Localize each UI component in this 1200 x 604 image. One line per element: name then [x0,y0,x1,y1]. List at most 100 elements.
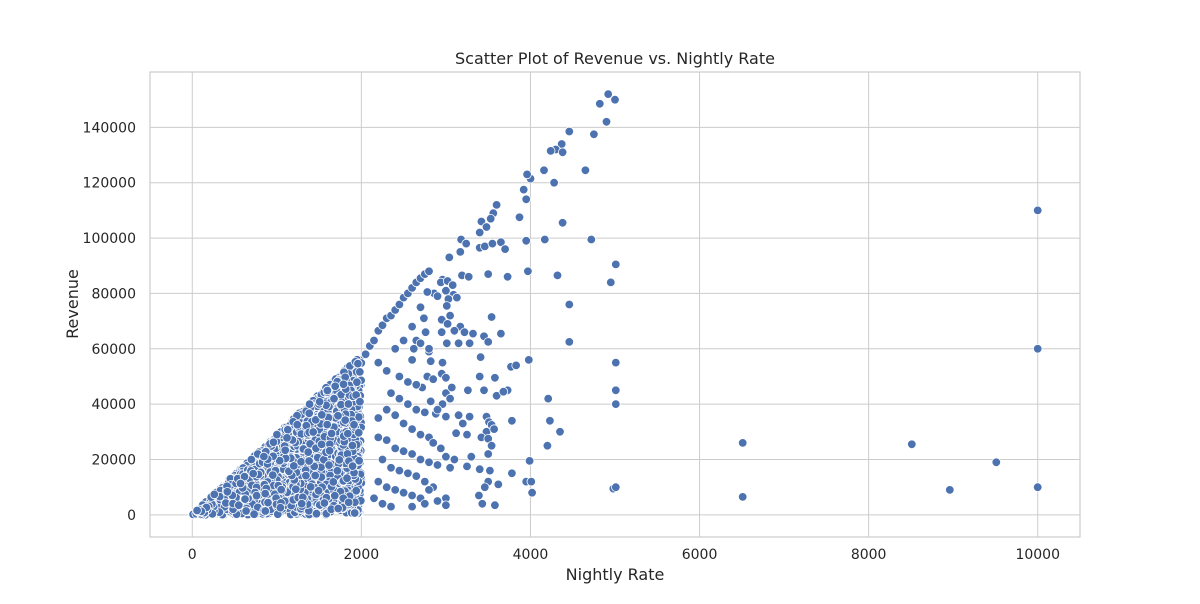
scatter-point [260,488,270,499]
scatter-point [459,327,470,337]
scatter-point [344,497,354,508]
scatter-point [342,473,352,483]
scatter-point [445,463,455,473]
scatter-point [310,470,320,481]
scatter-point [394,465,405,476]
scatter-point [411,471,422,481]
scatter-point [360,349,371,360]
scatter-point [407,321,417,332]
scatter-point [490,373,500,383]
scatter-point [546,146,556,156]
scatter-point [502,272,513,282]
scatter-point [461,238,471,249]
scatter-point [437,327,447,337]
scatter-point [426,356,436,366]
scatter-point [463,385,473,396]
scatter-point [466,452,477,462]
scatter-point [398,335,409,346]
scatter-point [464,411,475,422]
scatter-point [521,194,531,205]
y-axis-label: Revenue [63,269,82,339]
scatter-point [347,440,358,451]
scatter-point [263,497,273,508]
scatter-point [398,446,409,456]
scatter-point [333,411,343,421]
scatter-point [428,374,438,384]
scatter-point [330,491,340,501]
scatter-point [453,338,464,349]
scatter-point [333,503,343,514]
scatter-point [475,352,486,362]
scatter-point [369,335,379,346]
x-tick-label: 10000 [1015,547,1060,563]
scatter-point [738,438,748,448]
scatter-point [411,405,422,415]
scatter-point [611,385,621,396]
scatter-point [276,484,286,495]
scatter-point [445,393,455,404]
scatter-point [437,357,448,368]
scatter-point [316,439,327,450]
scatter-point [415,302,426,313]
scatter-point [313,486,324,496]
scatter-point [306,482,316,492]
scatter-point [540,234,550,245]
scatter-point [595,99,605,109]
scatter-point [241,506,251,516]
scatter-point [386,463,396,473]
scatter-point [373,413,384,423]
scatter-point [260,506,271,516]
scatter-point [738,492,748,502]
scatter-point [382,482,392,492]
scatter-point [586,234,597,245]
scatter-point [483,269,493,279]
scatter-point [403,399,413,409]
scatter-point [606,277,616,288]
scatter-point [373,432,384,443]
scatter-point [390,410,400,420]
scatter-point [428,438,438,448]
scatter-point [489,424,499,434]
scatter-point [449,454,460,465]
scatter-point [487,238,498,249]
scatter-point [441,411,451,422]
scatter-point [485,465,495,476]
tick-labels: 0 2000 4000 6000 8000 10000020000400006000080… [83,120,1060,563]
scatter-point [441,286,451,296]
scatter-point [432,291,443,301]
scatter-point [496,328,506,339]
scatter-point [407,449,417,459]
scatter-point [422,287,433,297]
scatter-point [420,407,430,418]
scatter-point [354,456,364,466]
y-tick-label: 40000 [91,397,136,413]
scatter-point [493,479,504,490]
scatter-point [1032,482,1043,492]
scatter-point [403,468,413,479]
scatter-point [462,461,472,472]
scatter-point [301,470,311,481]
scatter-point [543,393,553,404]
scatter-point [453,410,464,420]
scatter-point [394,371,405,382]
scatter-point [611,259,621,270]
scatter-point [907,439,917,450]
scatter-point [564,337,575,347]
scatter-point [462,429,472,440]
scatter-point [545,416,555,426]
scatter-point [349,420,359,430]
scatter-point [611,399,621,409]
plot-frame [149,71,1081,538]
scatter-point [407,424,417,434]
scatter-point [424,344,434,354]
x-axis-label: Nightly Rate [566,565,665,584]
scatter-point [259,451,269,462]
scatter-point [557,147,568,158]
scatter-point [447,382,457,393]
scatter-point [564,299,575,310]
scatter-point [448,280,458,290]
scatter-point [521,236,531,246]
scatter-point [235,478,246,489]
